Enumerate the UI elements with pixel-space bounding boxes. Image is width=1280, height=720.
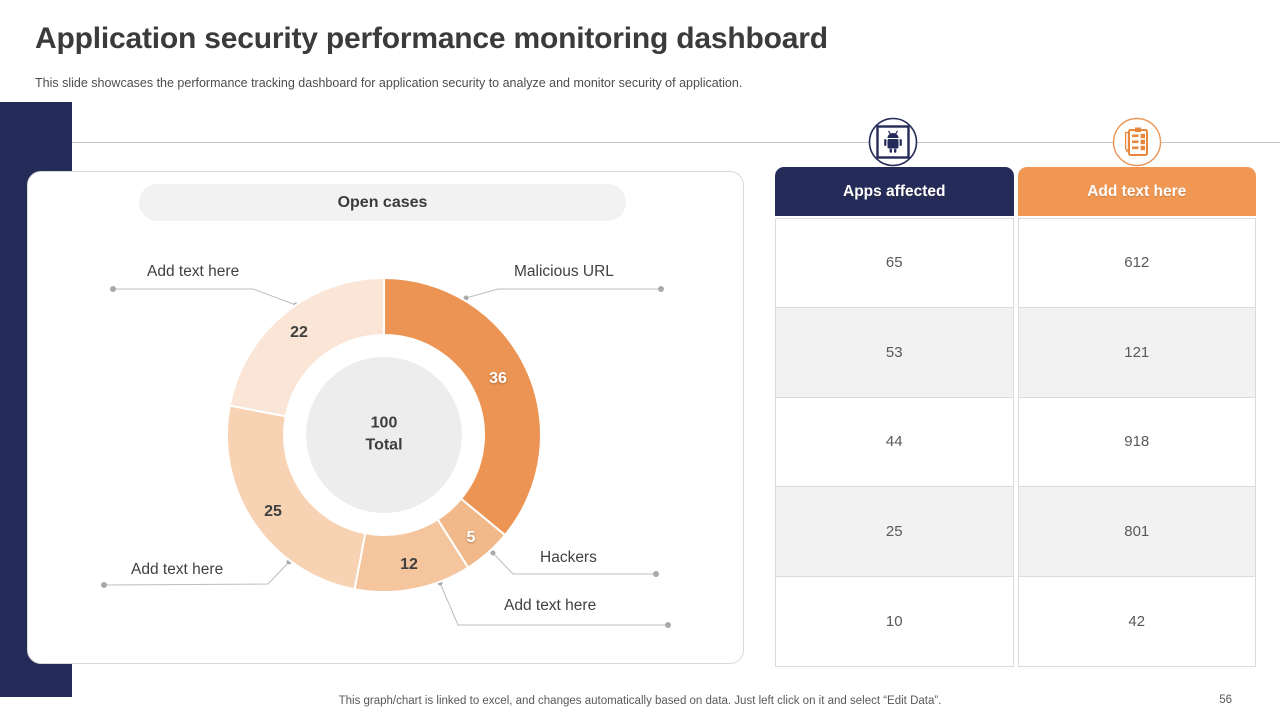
footer-note: This graph/chart is linked to excel, and… xyxy=(338,695,942,707)
divider-line xyxy=(72,142,1280,143)
table-row: 65 612 xyxy=(775,218,1256,308)
table-cell[interactable]: 121 xyxy=(1017,307,1256,398)
column-header-label: Add text here xyxy=(1087,182,1187,200)
table-cell[interactable]: 918 xyxy=(1017,397,1256,488)
page-title: Application security performance monitor… xyxy=(35,22,828,55)
table-row: 53 121 xyxy=(775,307,1256,398)
segment-value-5: 5 xyxy=(466,529,476,546)
callout-label-hackers[interactable]: Hackers xyxy=(540,549,597,566)
clipboard-icon xyxy=(1112,117,1162,167)
table-body: 65 612 53 121 44 918 25 801 10 42 xyxy=(775,218,1256,667)
callout-label-malicious-url[interactable]: Malicious URL xyxy=(514,263,614,280)
donut-segments[interactable] xyxy=(226,277,542,593)
segment-value-22: 22 xyxy=(290,324,308,341)
table-cell[interactable]: 44 xyxy=(775,397,1014,488)
table-cell[interactable]: 42 xyxy=(1017,577,1256,667)
segment-value-12: 12 xyxy=(400,556,418,573)
table-cell[interactable]: 10 xyxy=(775,577,1014,667)
table-row: 25 801 xyxy=(775,487,1256,578)
table-cell[interactable]: 25 xyxy=(775,487,1014,578)
table-header-row: Apps affected Add text here xyxy=(775,167,1256,216)
android-icon xyxy=(868,117,918,167)
donut-chart[interactable] xyxy=(28,172,743,663)
column-header-apps-affected[interactable]: Apps affected xyxy=(775,167,1014,216)
callout-label-bottom-right[interactable]: Add text here xyxy=(504,597,597,614)
donut-total-caption: Total xyxy=(365,437,403,454)
table-cell[interactable]: 65 xyxy=(775,218,1014,308)
table-cell[interactable]: 612 xyxy=(1017,218,1256,308)
segment-value-36: 36 xyxy=(489,370,507,387)
table-cell[interactable]: 53 xyxy=(775,307,1014,398)
data-table[interactable]: Apps affected Add text here 65 612 53 12… xyxy=(775,167,1256,667)
table-row: 10 42 xyxy=(775,577,1256,667)
donut-center-circle xyxy=(306,357,462,513)
segment-value-25: 25 xyxy=(264,503,282,520)
callout-label-bottom-left[interactable]: Add text here xyxy=(131,561,224,578)
column-header-label: Apps affected xyxy=(843,182,946,200)
page-number: 56 xyxy=(1219,694,1232,706)
chart-title-label: Open cases xyxy=(337,193,428,211)
table-cell[interactable]: 801 xyxy=(1017,487,1256,578)
donut-center-label: 100 Total xyxy=(365,413,402,458)
chart-title-pill[interactable]: Open cases xyxy=(139,184,626,221)
page-subtitle: This slide showcases the performance tra… xyxy=(35,76,743,90)
table-row: 44 918 xyxy=(775,397,1256,488)
column-header-add-text-here[interactable]: Add text here xyxy=(1017,167,1256,216)
chart-panel: Open cases Add text h xyxy=(27,171,744,664)
callout-lines xyxy=(103,288,668,626)
callout-label-top-left[interactable]: Add text here xyxy=(147,263,240,280)
donut-total-value: 100 xyxy=(370,414,398,432)
